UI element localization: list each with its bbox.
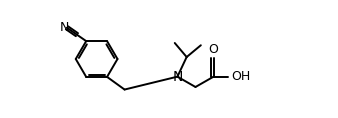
Text: O: O bbox=[209, 43, 218, 56]
Text: OH: OH bbox=[232, 70, 251, 83]
Text: N: N bbox=[59, 21, 69, 34]
Text: N: N bbox=[172, 70, 183, 84]
